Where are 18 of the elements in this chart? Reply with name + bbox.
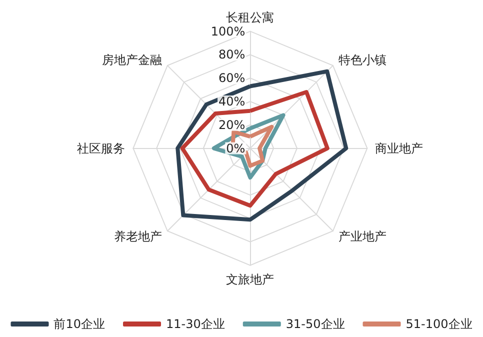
y-tick-label: 40% xyxy=(218,94,246,108)
y-tick-label: 60% xyxy=(218,71,246,86)
spoke-label: 养老地产 xyxy=(114,230,162,244)
y-tick-label: 0% xyxy=(226,141,246,156)
y-tick-label: 20% xyxy=(218,118,246,132)
legend-label: 11-30企业 xyxy=(166,317,225,331)
spoke-label: 文旅地产 xyxy=(226,272,274,286)
legend-label: 31-50企业 xyxy=(286,317,345,331)
legend-label: 前10企业 xyxy=(54,317,106,331)
spoke-label: 长租公寓 xyxy=(226,10,274,24)
spoke-label: 社区服务 xyxy=(77,141,126,156)
spoke-label: 产业地产 xyxy=(338,230,387,244)
legend-label: 51-100企业 xyxy=(406,317,472,331)
y-tick-label: 80% xyxy=(218,48,246,62)
spoke-label: 房地产金融 xyxy=(102,52,162,67)
spoke-label: 商业地产 xyxy=(375,141,424,156)
y-tick-label: 100% xyxy=(210,24,246,38)
spoke-label: 特色小镇 xyxy=(338,52,387,67)
